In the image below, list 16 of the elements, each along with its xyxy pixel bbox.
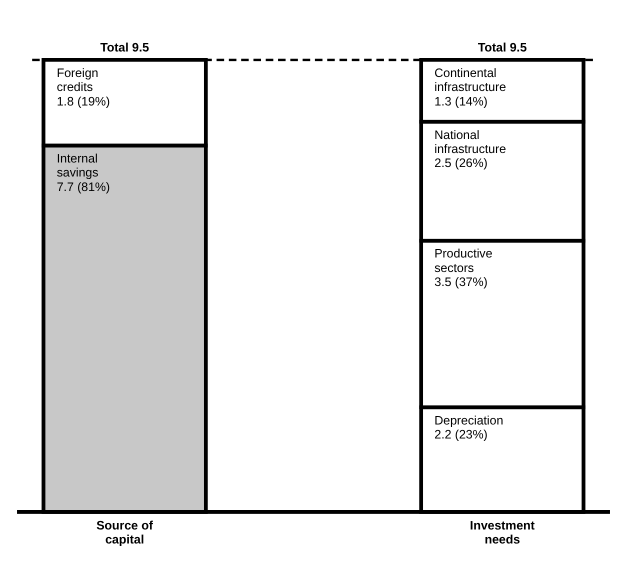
series-label: Productive sectors — [434, 246, 493, 275]
series-label: National infrastructure — [434, 128, 506, 156]
x-tick-label: Investment needs — [470, 518, 535, 547]
data-label: 7.7 (81%) — [56, 180, 110, 194]
series-label: Foreign credits — [56, 66, 99, 94]
total-label: Total 9.5 — [478, 40, 527, 54]
series-label: Continental infrastructure — [434, 66, 506, 94]
data-label: 1.3 (14%) — [434, 94, 488, 108]
data-label: 2.2 (23%) — [434, 427, 488, 442]
total-label: Total 9.5 — [100, 40, 150, 54]
series-label: Internal savings — [56, 152, 98, 180]
data-label: 3.5 (37%) — [434, 275, 488, 290]
data-label: 2.5 (26%) — [434, 156, 488, 170]
data-label: 1.8 (19%) — [56, 94, 110, 108]
series-label: Depreciation — [434, 413, 504, 428]
x-tick-label: Source of capital — [96, 518, 154, 547]
